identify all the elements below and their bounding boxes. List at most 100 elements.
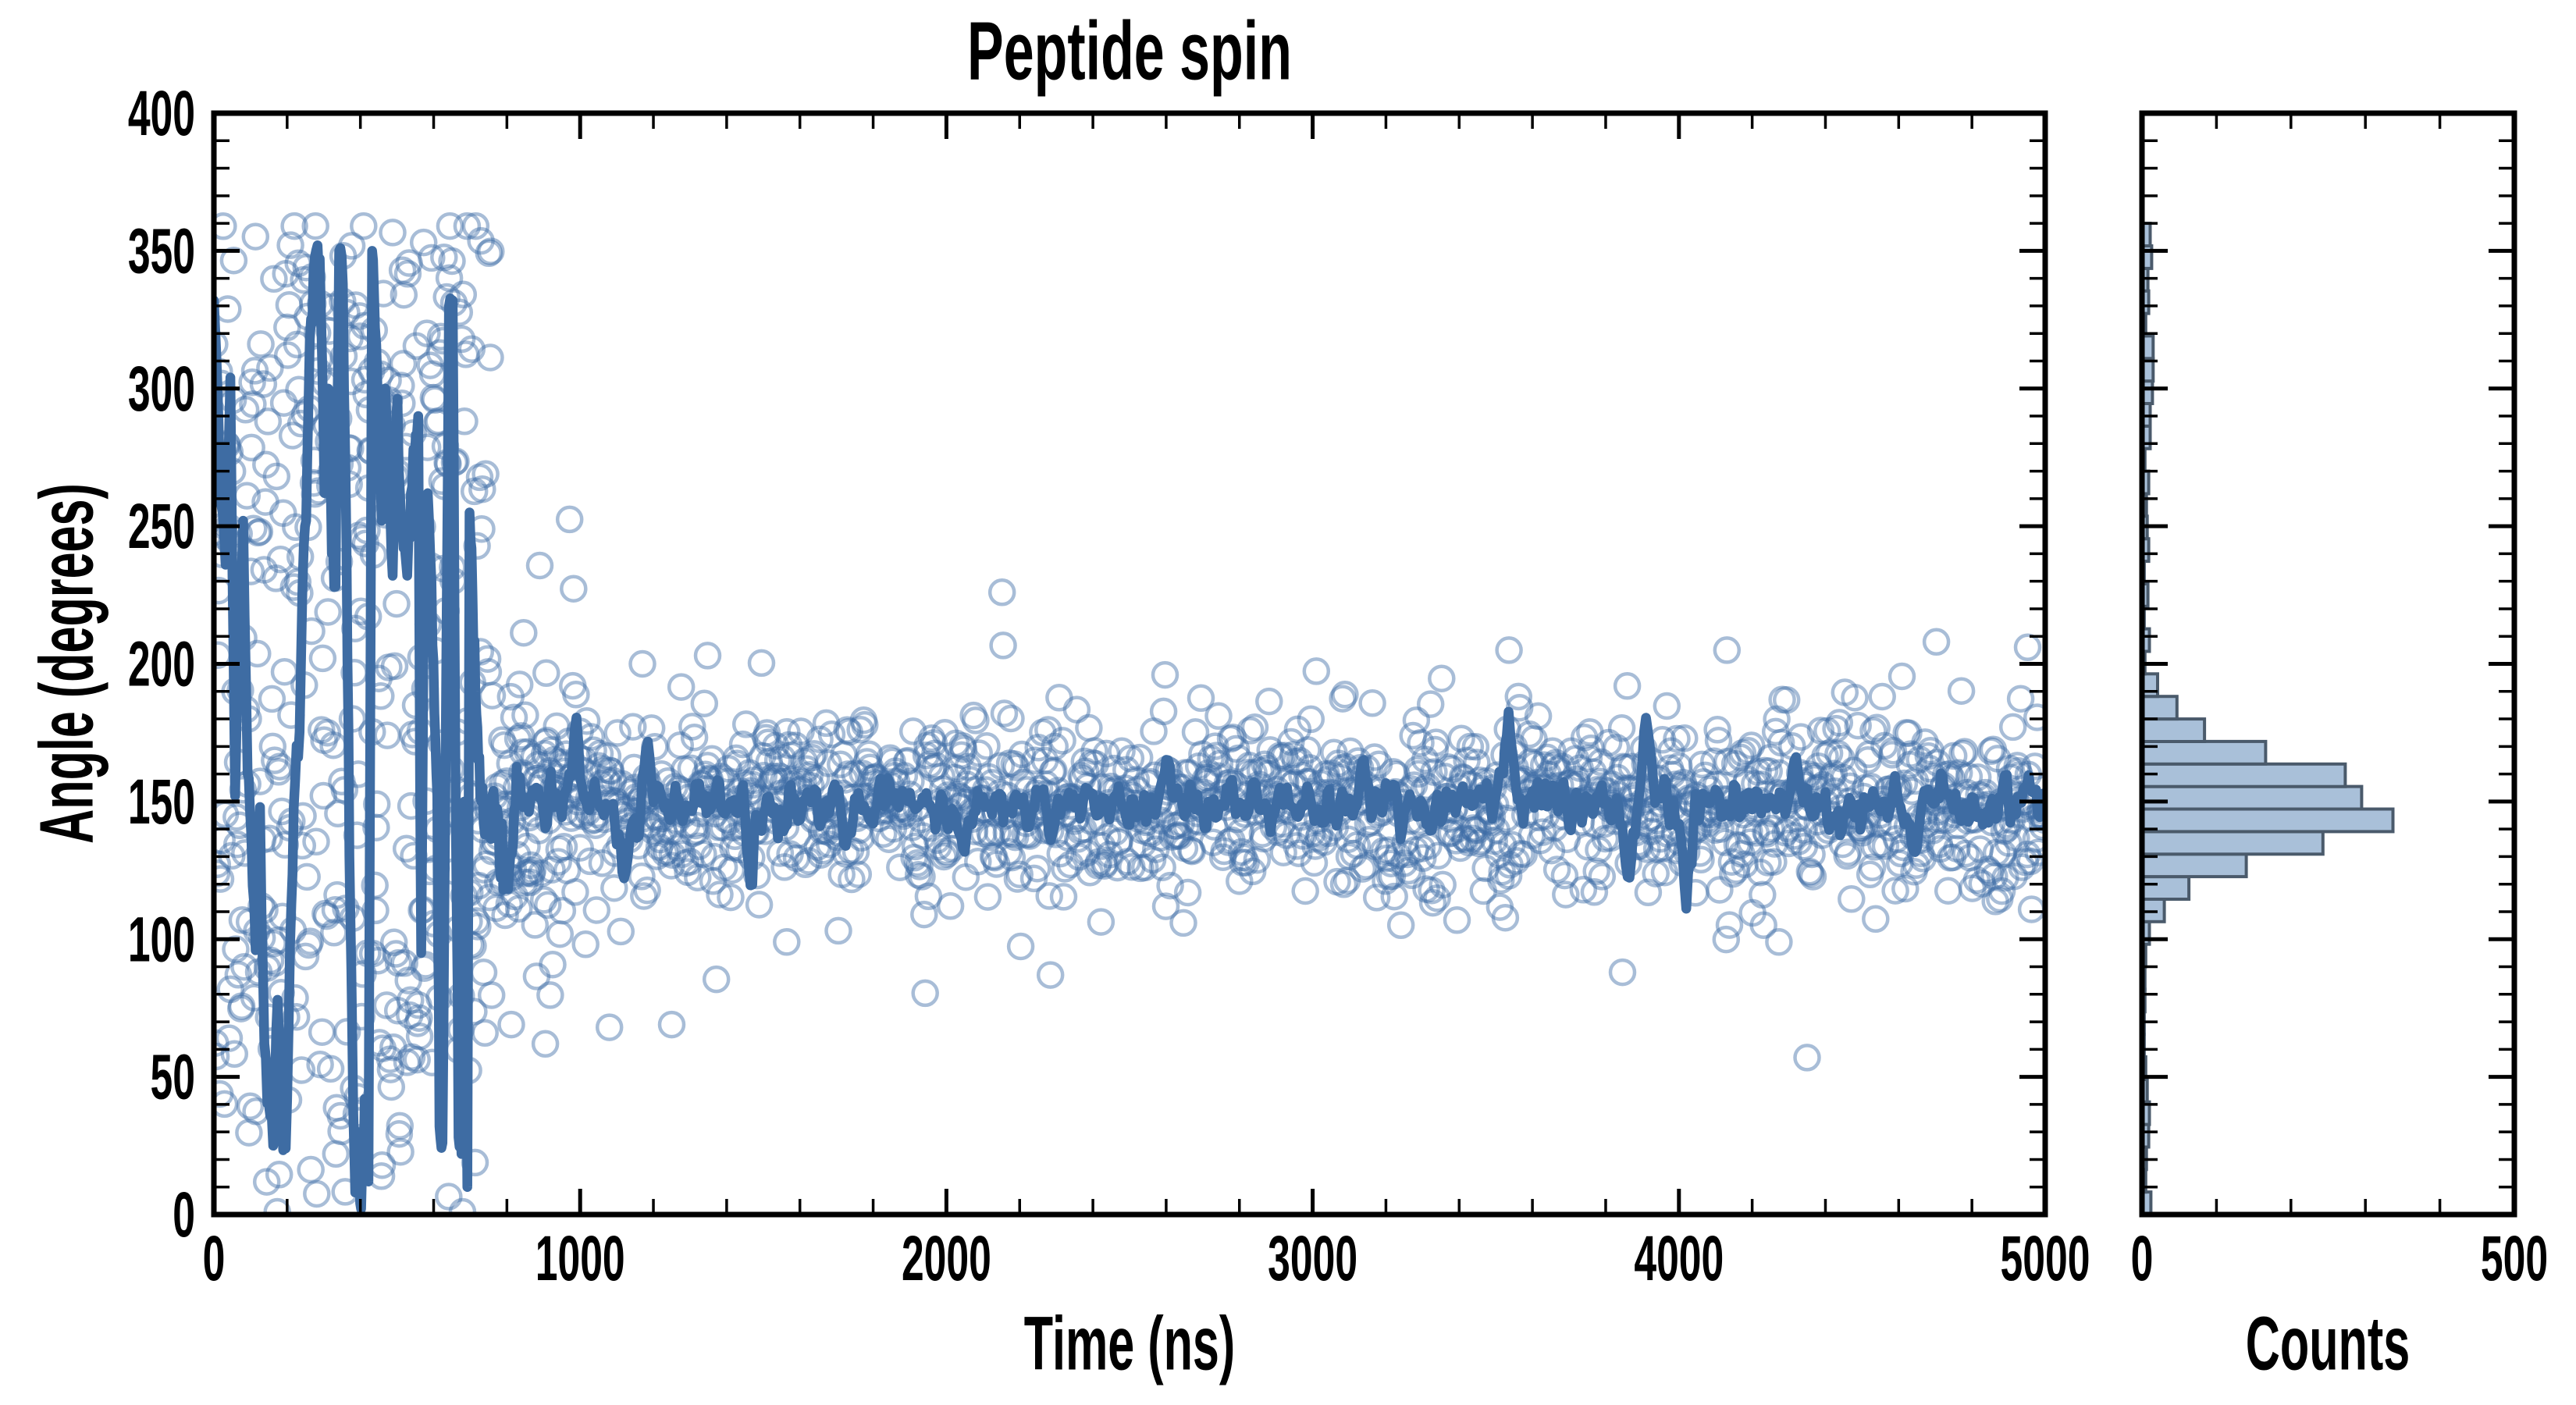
scatter-point (413, 319, 441, 347)
scatter-point (785, 766, 813, 795)
scatter-point (798, 743, 826, 772)
scatter-point (383, 997, 412, 1025)
scatter-point (603, 719, 632, 747)
y-tick-label: 400 (128, 77, 195, 149)
scatter-point (272, 259, 300, 288)
scatter-point (633, 876, 661, 905)
scatter-point (1895, 719, 1923, 748)
scatter-point (698, 745, 726, 774)
scatter-point (838, 865, 866, 894)
scatter-point (1021, 746, 1049, 775)
histogram-bar (2142, 695, 2179, 721)
scatter-point (717, 855, 746, 884)
scatter-point (382, 589, 411, 618)
scatter-point (475, 239, 503, 268)
scatter-point (1557, 737, 1585, 766)
scatter-point (1158, 823, 1187, 851)
scatter-point (311, 899, 340, 928)
scatter-point (809, 837, 838, 865)
scatter-point (1489, 831, 1517, 859)
scatter-point (1075, 713, 1103, 742)
scatter-point (238, 368, 266, 397)
scatter-point (1594, 728, 1623, 757)
scatter-point (559, 671, 587, 700)
scatter-point (1112, 756, 1140, 784)
scatter-point (1602, 733, 1631, 762)
scatter-point (1467, 827, 1496, 855)
scatter-point (1456, 732, 1485, 761)
scatter-point (1226, 818, 1254, 846)
scatter-point (430, 244, 458, 272)
y-tick-label: 300 (128, 353, 195, 425)
scatter-point (1164, 820, 1192, 849)
scatter-point (214, 865, 235, 893)
scatter-point (373, 721, 401, 749)
scatter-point (1003, 865, 1032, 893)
scatter-point (522, 962, 551, 991)
scatter-point (973, 732, 1001, 760)
scatter-point (500, 703, 528, 731)
scatter-point (1517, 748, 1545, 776)
scatter-point (475, 883, 503, 912)
scatter-point (1607, 714, 1636, 742)
scatter-point (920, 729, 948, 757)
scatter-point (1094, 823, 1122, 851)
scatter-point (1574, 833, 1602, 861)
scatter-point (1045, 684, 1073, 712)
scatter-point (682, 817, 711, 845)
scatter-point (975, 763, 1003, 791)
scatter-point (989, 631, 1017, 660)
scatter-point (1238, 857, 1267, 886)
scatter-point (599, 767, 628, 795)
scatter-point (964, 848, 992, 876)
scatter-point (520, 742, 549, 771)
scatter-point (1480, 827, 1509, 855)
scatter-point (544, 848, 572, 876)
scatter-point (1789, 816, 1817, 844)
scatter-point (1088, 832, 1116, 860)
scatter-point (496, 682, 525, 711)
scatter-point (600, 873, 628, 902)
scatter-point (684, 863, 712, 891)
scatter-point (518, 859, 546, 888)
scatter-point (1451, 825, 1480, 854)
scatter-point (1537, 836, 1566, 865)
scatter-point (1825, 709, 1854, 737)
scatter-point (1105, 827, 1134, 855)
scatter-point (1820, 759, 1848, 788)
scatter-point (1386, 911, 1415, 940)
scatter-point (1650, 858, 1679, 887)
scatter-point (389, 350, 418, 378)
scatter-point (903, 848, 932, 877)
scatter-point (1288, 761, 1316, 790)
scatter-point (1083, 851, 1112, 880)
scatter-point (275, 290, 304, 319)
scatter-point (831, 766, 859, 794)
scatter-point (984, 818, 1012, 847)
scatter-point (333, 1018, 361, 1046)
x-tick-label: 1000 (535, 1222, 625, 1294)
scatter-point (532, 659, 560, 688)
scatter-point (308, 1018, 336, 1046)
scatter-point (312, 902, 341, 930)
scatter-point (1461, 816, 1489, 845)
scatter-point (674, 858, 702, 887)
scatter-point (685, 832, 713, 860)
scatter-point (1485, 841, 1513, 869)
scatter-point (1756, 743, 1784, 772)
scatter-point (1383, 841, 1412, 870)
scatter-point (403, 1045, 431, 1074)
scatter-point (1177, 836, 1205, 865)
scatter-point (959, 701, 987, 730)
scatter-point (1688, 750, 1717, 779)
scatter-point (1736, 828, 1765, 856)
scatter-point (1464, 829, 1493, 858)
scatter-point (265, 1161, 294, 1189)
scatter-point (467, 226, 495, 255)
scatter-point (1254, 759, 1283, 788)
scatter-point (1804, 752, 1833, 781)
scatter-point (1184, 752, 1213, 781)
scatter-point (1332, 866, 1361, 895)
scatter-point (1566, 754, 1594, 782)
histogram-bar (2142, 875, 2191, 901)
